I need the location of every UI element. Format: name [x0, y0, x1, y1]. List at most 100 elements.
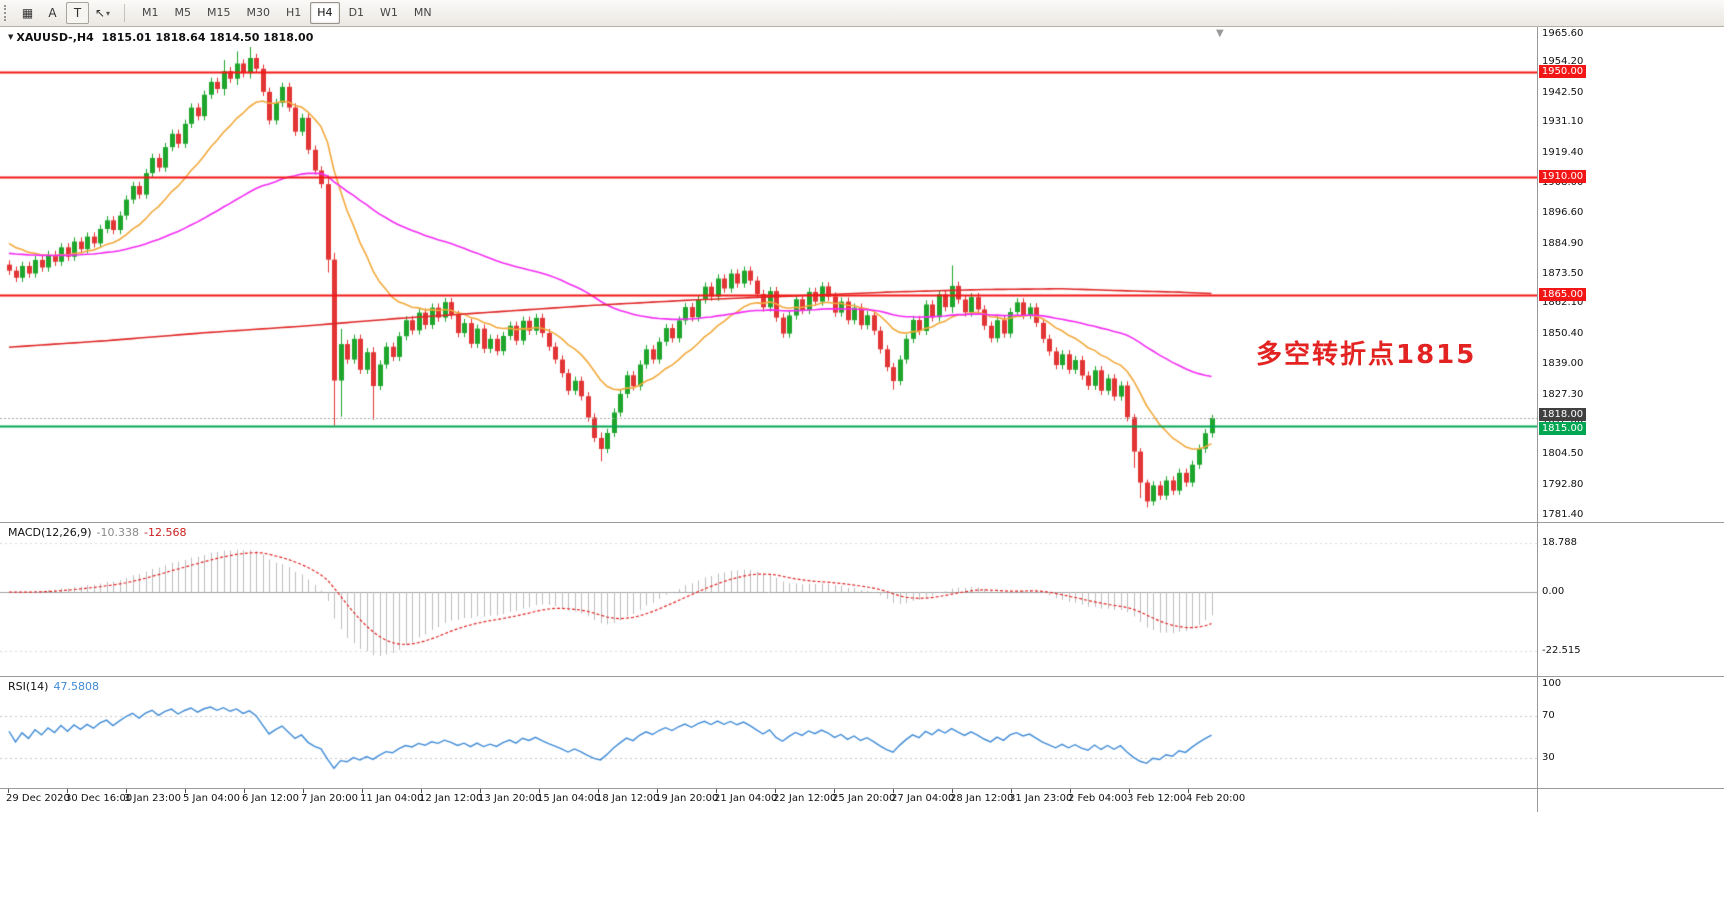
rsi-header: RSI(14) 47.5808: [8, 680, 99, 693]
time-axis-tick: [1070, 789, 1071, 793]
windows-grid-button[interactable]: ▦: [21, 6, 34, 20]
macd-header: MACD(12,26,9) -10.338 -12.568: [8, 526, 187, 539]
time-axis-tick: [1011, 789, 1012, 793]
macd-panel-divider[interactable]: [0, 522, 1724, 523]
timeframe-mn-button[interactable]: MN: [413, 6, 432, 19]
time-axis-label: 30 Dec 16:00: [65, 793, 133, 804]
time-axis-tick: [67, 789, 68, 793]
price-axis-label: 1804.50: [1542, 448, 1584, 460]
price-axis-label: 1839.00: [1542, 357, 1584, 369]
ohlc-values: 1815.01 1818.64 1814.50 1818.00: [101, 31, 314, 44]
price-level-tag: 1950.00: [1539, 64, 1586, 78]
time-axis-tick: [834, 789, 835, 793]
time-axis-label: 12 Jan 12:00: [419, 793, 483, 804]
toolbar: ▦ A T ↖ ▾ M1 M5 M15 M30 H1 H4 D1 W1 MN: [0, 0, 1724, 27]
price-axis-label: 1827.30: [1542, 388, 1584, 400]
time-axis-tick: [1188, 789, 1189, 793]
time-axis-label: 11 Jan 04:00: [360, 793, 424, 804]
timeframe-w1-button[interactable]: W1: [380, 6, 398, 19]
price-axis-label: 1942.50: [1542, 86, 1584, 98]
macd-axis-label: 18.788: [1542, 537, 1577, 549]
timeframe-m5-button[interactable]: M5: [174, 6, 192, 19]
macd-main-value: -10.338: [96, 526, 140, 539]
rsi-axis-label: 100: [1542, 678, 1562, 689]
symbol-dropdown-icon[interactable]: ▼: [8, 33, 14, 41]
main-chart-canvas[interactable]: [0, 27, 1537, 522]
price-axis-label: 1884.90: [1542, 237, 1584, 249]
timeframe-h1-button[interactable]: H1: [286, 6, 302, 19]
toolbar-grip[interactable]: [4, 5, 10, 21]
toolbar-separator: [124, 4, 125, 22]
time-axis-label: 25 Jan 20:00: [832, 793, 896, 804]
time-axis-tick: [362, 789, 363, 793]
timeframe-m15-button[interactable]: M15: [207, 6, 231, 19]
time-axis-label: 13 Jan 20:00: [478, 793, 542, 804]
time-axis-tick: [539, 789, 540, 793]
price-axis-label: 1862.10: [1542, 297, 1584, 309]
price-axis-label: 1850.40: [1542, 328, 1584, 340]
macd-signal-value: -12.568: [144, 526, 187, 539]
rsi-axis-label: 70: [1542, 709, 1555, 721]
timeframe-h4-button[interactable]: H4: [310, 2, 340, 24]
time-axis-label: 15 Jan 04:00: [537, 793, 601, 804]
rsi-indicator-canvas[interactable]: [0, 676, 1537, 788]
rsi-value: 47.5808: [53, 680, 99, 693]
price-axis-label: 1965.60: [1542, 28, 1584, 39]
price-axis-label: 1873.50: [1542, 267, 1584, 279]
time-axis-tick: [716, 789, 717, 793]
timeframe-group: M1 M5 M15 M30 H1 H4 D1 W1 MN: [134, 2, 440, 24]
time-axis-tick: [303, 789, 304, 793]
time-axis-label: 18 Jan 12:00: [596, 793, 660, 804]
time-axis-divider: [0, 788, 1724, 789]
time-axis-tick: [185, 789, 186, 793]
time-axis-tick: [8, 789, 9, 793]
time-axis-label: 28 Jan 12:00: [950, 793, 1014, 804]
text-label-button[interactable]: A: [48, 6, 57, 20]
price-axis-label: 1919.40: [1542, 147, 1584, 159]
cursor-tool-button[interactable]: ↖ ▾: [94, 6, 111, 20]
dropdown-caret-icon: ▾: [106, 8, 111, 18]
rsi-panel-divider[interactable]: [0, 676, 1724, 677]
time-axis-tick: [657, 789, 658, 793]
time-axis-label: 19 Jan 20:00: [655, 793, 719, 804]
price-level-tag: 1818.00: [1539, 408, 1586, 422]
time-axis-tick: [952, 789, 953, 793]
tool-group: ▦ A T ↖ ▾: [15, 2, 115, 24]
price-axis-label: 1896.60: [1542, 206, 1584, 218]
time-axis-tick: [421, 789, 422, 793]
time-axis-tick: [244, 789, 245, 793]
price-axis-label: 1954.20: [1542, 55, 1584, 67]
time-axis-label: 5 Jan 04:00: [183, 793, 240, 804]
macd-indicator-canvas[interactable]: [0, 522, 1537, 676]
price-level-tag: 1815.00: [1539, 421, 1586, 435]
price-axis-label: 1931.10: [1542, 116, 1584, 128]
price-axis-label: 1781.40: [1542, 509, 1584, 520]
time-axis-tick: [480, 789, 481, 793]
price-axis-border: [1537, 27, 1538, 812]
timeframe-d1-button[interactable]: D1: [348, 6, 365, 19]
price-level-tag: 1910.00: [1539, 169, 1586, 183]
text-tool-button[interactable]: T: [66, 2, 89, 24]
price-axis-label: 1792.80: [1542, 479, 1584, 491]
annotation-text: 多空转折点1815: [1256, 340, 1477, 370]
time-axis-label: 6 Jan 12:00: [242, 793, 299, 804]
time-axis-label: 31 Jan 23:00: [1009, 793, 1073, 804]
time-axis-label: 7 Jan 20:00: [301, 793, 358, 804]
timeframe-m30-button[interactable]: M30: [246, 6, 271, 19]
macd-axis-label: 0.00: [1542, 586, 1565, 597]
time-axis-tick: [1129, 789, 1130, 793]
time-axis-tick: [126, 789, 127, 793]
time-axis-label: 22 Jan 12:00: [773, 793, 837, 804]
symbol-period-label: XAUUSD-,H4: [16, 31, 94, 44]
time-axis-label: 3 Jan 23:00: [124, 793, 181, 804]
timeframe-m1-button[interactable]: M1: [142, 6, 159, 19]
time-axis-label: 29 Dec 2020: [6, 793, 70, 804]
time-axis-label: 27 Jan 04:00: [891, 793, 955, 804]
rsi-axis-label: 30: [1542, 751, 1555, 763]
time-axis-tick: [775, 789, 776, 793]
chart-title: ▼ XAUUSD-,H4 1815.01 1818.64 1814.50 1818…: [8, 31, 313, 44]
time-axis-tick: [893, 789, 894, 793]
chart-shift-marker-icon[interactable]: ▼: [1216, 28, 1224, 39]
time-axis-label: 3 Feb 12:00: [1127, 793, 1187, 804]
